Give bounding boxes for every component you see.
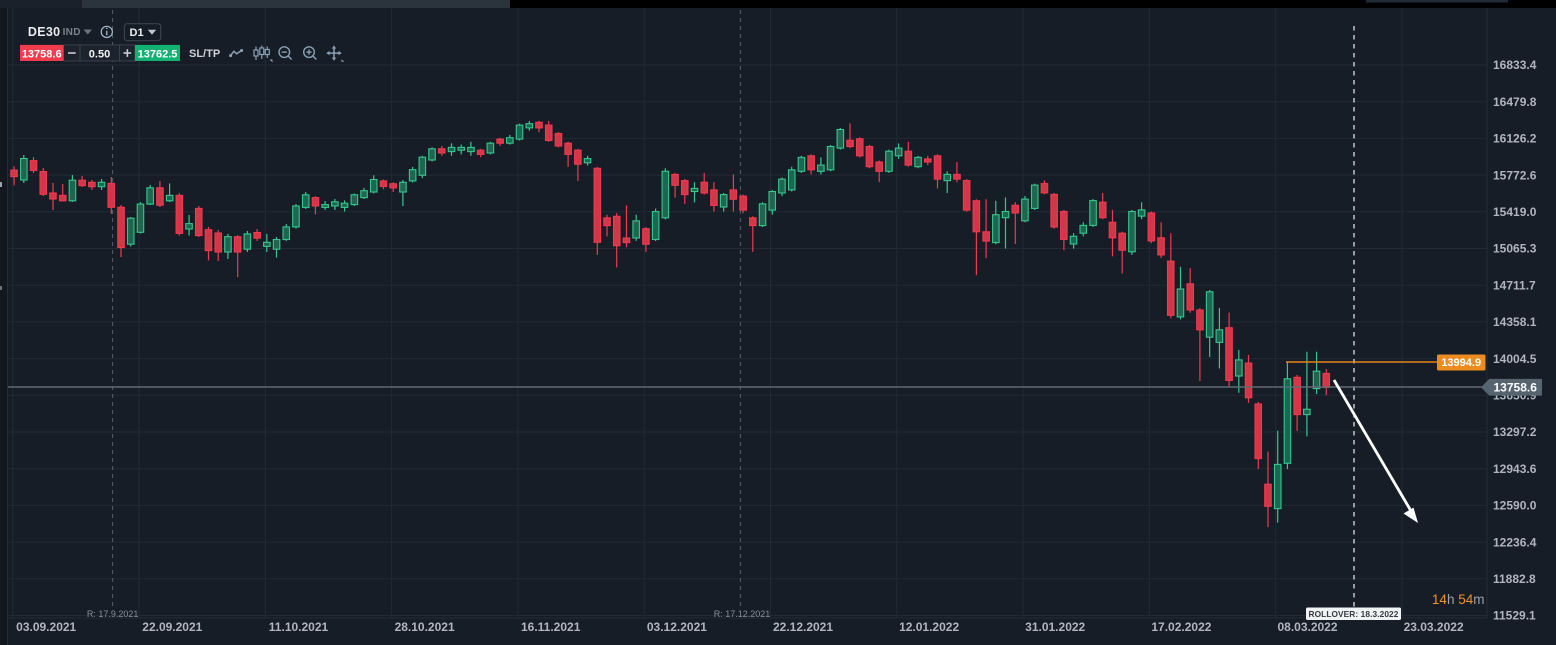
- svg-text:13994.9: 13994.9: [1441, 357, 1481, 369]
- svg-text:12236.4: 12236.4: [1493, 535, 1537, 549]
- svg-text:SL/TP: SL/TP: [189, 48, 220, 60]
- svg-text:12943.6: 12943.6: [1493, 462, 1537, 476]
- svg-text:ROLLOVER: 18.3.2022: ROLLOVER: 18.3.2022: [1309, 609, 1399, 619]
- svg-text:16479.8: 16479.8: [1493, 95, 1537, 109]
- svg-text:22.12.2021: 22.12.2021: [773, 620, 833, 634]
- svg-text:12590.0: 12590.0: [1493, 499, 1537, 513]
- svg-text:13758.6: 13758.6: [1494, 381, 1538, 395]
- svg-text:16833.4: 16833.4: [1493, 58, 1537, 72]
- svg-text:16126.2: 16126.2: [1493, 132, 1537, 146]
- svg-text:11882.8: 11882.8: [1493, 572, 1536, 586]
- svg-text:16.11.2021: 16.11.2021: [521, 620, 581, 634]
- svg-text:28.10.2021: 28.10.2021: [395, 620, 455, 634]
- svg-text:13758.6: 13758.6: [22, 48, 62, 60]
- svg-text:R: 17.9.2021: R: 17.9.2021: [87, 609, 139, 619]
- svg-text:14711.7: 14711.7: [1493, 278, 1536, 292]
- svg-text:08.03.2022: 08.03.2022: [1277, 620, 1337, 634]
- svg-text:15772.6: 15772.6: [1493, 168, 1537, 182]
- svg-text:11529.1: 11529.1: [1493, 609, 1536, 623]
- svg-text:12.01.2022: 12.01.2022: [899, 620, 959, 634]
- svg-text:23.03.2022: 23.03.2022: [1404, 620, 1464, 634]
- svg-text:13297.2: 13297.2: [1493, 425, 1537, 439]
- svg-text:D1: D1: [130, 27, 144, 39]
- svg-text:22.09.2021: 22.09.2021: [142, 620, 202, 634]
- svg-text:13762.5: 13762.5: [138, 48, 178, 60]
- svg-text:31.01.2022: 31.01.2022: [1025, 620, 1085, 634]
- svg-text:0.50: 0.50: [89, 48, 110, 60]
- svg-text:11.10.2021: 11.10.2021: [269, 620, 329, 634]
- svg-text:DE30: DE30: [28, 25, 60, 39]
- svg-text:15419.0: 15419.0: [1493, 205, 1537, 219]
- svg-text:14358.1: 14358.1: [1493, 315, 1537, 329]
- svg-text:17.02.2022: 17.02.2022: [1151, 620, 1211, 634]
- svg-text:14h 54m: 14h 54m: [1432, 592, 1485, 607]
- svg-text:14004.5: 14004.5: [1493, 352, 1537, 366]
- svg-text:IND: IND: [63, 27, 81, 38]
- svg-text:03.09.2021: 03.09.2021: [16, 620, 76, 634]
- svg-text:R: 17.12.2021: R: 17.12.2021: [714, 609, 771, 619]
- svg-text:03.12.2021: 03.12.2021: [647, 620, 707, 634]
- svg-text:15065.3: 15065.3: [1493, 242, 1537, 256]
